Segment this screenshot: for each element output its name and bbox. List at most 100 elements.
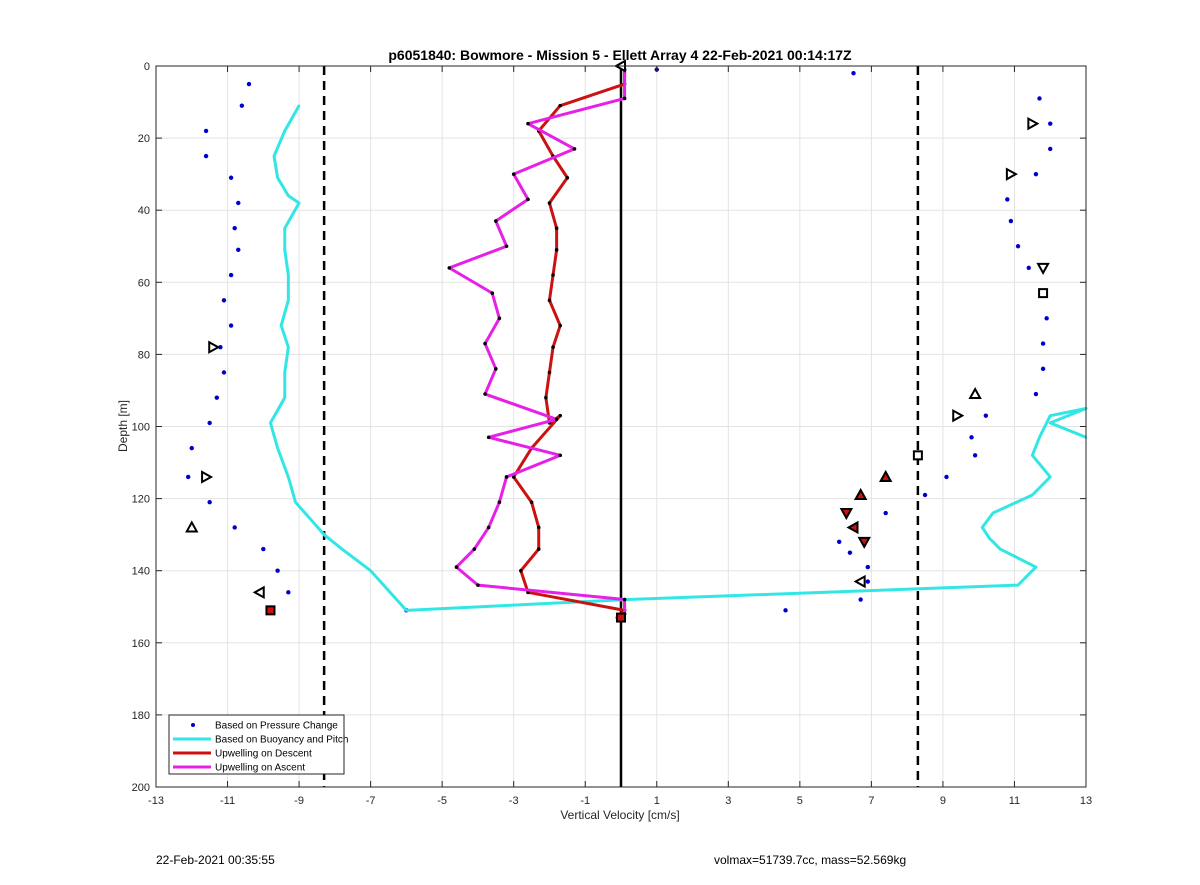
y-axis-ticks: 0 20 40 60 80 100 120 140 160 180 200 (132, 61, 1086, 794)
series-point (554, 248, 559, 252)
y-tick-label: 120 (132, 494, 150, 506)
series-point (1026, 265, 1031, 271)
series-point (1049, 414, 1052, 417)
series-point (1040, 366, 1046, 372)
series-point (511, 172, 516, 176)
series-line (268, 104, 1088, 612)
series-point (494, 219, 498, 223)
x-tick-label: -9 (294, 795, 304, 807)
series-point (497, 316, 502, 321)
series-point (1015, 244, 1021, 249)
series-point (511, 475, 516, 479)
series-point (836, 539, 842, 545)
y-tick-label: 160 (132, 638, 150, 650)
series-point (1008, 218, 1014, 224)
series-point (572, 147, 577, 151)
series-point (554, 417, 559, 422)
series-point (283, 248, 286, 252)
series-point (228, 272, 234, 278)
series-point (486, 525, 491, 530)
series-point (554, 226, 559, 231)
series-point (207, 420, 212, 426)
series-point (865, 564, 871, 570)
legend-label: Upwelling on Descent (215, 749, 312, 760)
series-point (447, 266, 452, 270)
series-point (232, 525, 237, 530)
y-tick-label: 0 (144, 61, 150, 73)
series-point (1048, 121, 1053, 126)
x-tick-label: -7 (366, 795, 376, 807)
series-point (232, 226, 237, 231)
series-point (969, 435, 974, 440)
y-tick-label: 200 (132, 782, 150, 794)
point-marker (1027, 116, 1040, 131)
series-point (297, 104, 301, 107)
series-point (283, 227, 286, 230)
series-point (626, 598, 630, 601)
point-marker (853, 574, 866, 589)
series-point (207, 500, 212, 505)
x-tick-label: -11 (220, 795, 235, 807)
series-point (218, 344, 223, 350)
series-point (998, 547, 1002, 551)
series-point (1034, 565, 1038, 569)
series-point (547, 298, 552, 303)
series-point (287, 345, 290, 349)
series-point (1031, 454, 1034, 457)
series-point (297, 201, 301, 205)
footer-timestamp: 22-Feb-2021 00:35:55 (156, 853, 275, 867)
chart-title: p6051840: Bowmore - Mission 5 - Ellett A… (388, 47, 852, 63)
series-point (246, 81, 252, 87)
x-axis-label: Vertical Velocity [cm/s] (560, 808, 679, 822)
legend-label: Based on Buoyancy and Pitch (215, 735, 348, 746)
point-marker (201, 470, 214, 484)
legend-label: Upwelling on Ascent (215, 763, 305, 774)
series-point (483, 392, 487, 396)
series-point (972, 453, 978, 458)
series-point (922, 492, 928, 498)
series-point (272, 154, 276, 158)
series-point (239, 103, 245, 108)
series-point (203, 153, 209, 159)
series-point (944, 474, 949, 480)
series-point (283, 371, 286, 374)
series-point (287, 273, 290, 277)
point-marker (1036, 262, 1050, 275)
series-point (551, 273, 555, 277)
series-point (1048, 146, 1053, 152)
series-point (189, 445, 194, 451)
series-point (504, 475, 509, 479)
series-point (322, 533, 326, 536)
y-tick-label: 180 (132, 710, 150, 722)
series-point (565, 175, 570, 180)
series-point (519, 568, 523, 573)
point-marker (853, 487, 868, 500)
series-point (981, 526, 984, 529)
series-point (276, 446, 279, 450)
series-point (558, 323, 562, 328)
series-point (497, 500, 502, 505)
footer-volmax-mass: volmax=51739.7cc, mass=52.569kg (714, 853, 907, 867)
series-point (1033, 391, 1039, 397)
x-axis-ticks: -13 -11 -9 -7 -5 -3 -1 1 3 5 7 9 11 13 (148, 66, 1092, 807)
series-point (287, 475, 290, 479)
series-point (276, 176, 279, 179)
series-point (547, 370, 552, 375)
y-tick-label: 100 (132, 422, 150, 434)
y-tick-label: 80 (138, 349, 150, 361)
series-point (988, 537, 991, 540)
series-point (991, 511, 995, 515)
reference-lines (322, 66, 920, 787)
series-point (472, 547, 477, 551)
series-point (1049, 421, 1052, 425)
series-point (1005, 197, 1010, 202)
chart-legend: Based on Pressure Change Based on Buoyanc… (168, 714, 348, 775)
series-point (221, 298, 227, 303)
x-tick-label: -3 (509, 795, 519, 807)
point-marker (846, 520, 859, 535)
x-tick-label: -1 (580, 795, 590, 807)
series-point (504, 244, 509, 249)
legend-label: Based on Pressure Change (215, 721, 338, 732)
series-point (622, 96, 627, 101)
